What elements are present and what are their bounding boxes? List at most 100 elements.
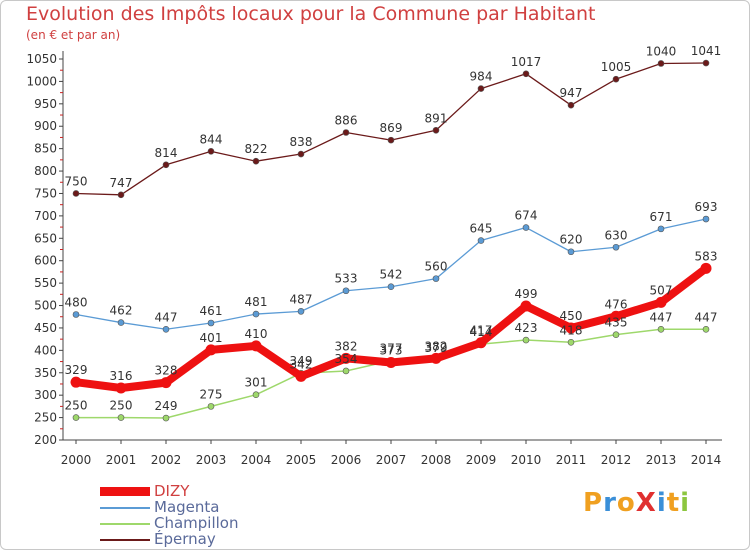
data-point [117,191,125,199]
brand-letter: P [583,488,604,518]
data-label: 329 [65,363,88,377]
data-label: 869 [380,121,403,135]
data-point [702,59,710,67]
chart-subtitle: (en € et par an) [26,28,121,42]
data-point [385,356,397,368]
data-point [612,75,620,83]
data-label: 984 [470,70,493,84]
data-point [252,310,260,318]
data-labels: 750 747 814 844 822 838 886 869 891 984 1017 947 100… [65,44,722,413]
series-layer [70,59,712,422]
x-tick-label: 2013 [646,453,677,467]
data-label: 301 [245,376,268,390]
data-point [162,325,170,333]
y-tick-label: 400 [34,343,57,357]
data-point [160,377,172,389]
data-point [295,370,307,382]
brand-letter: i [680,488,691,518]
data-label: 423 [515,321,538,335]
data-point [207,319,215,327]
data-label: 838 [290,135,313,149]
data-point [162,161,170,169]
data-label: 414 [470,325,493,339]
brand-letter: i [656,488,667,518]
data-label: 1040 [646,44,677,58]
data-point [567,101,575,109]
data-point [162,414,170,422]
data-point [700,262,712,274]
data-point [115,382,127,394]
y-tick-label: 650 [34,231,57,245]
data-label: 1005 [601,60,632,74]
data-label: 507 [650,283,673,297]
y-tick-label: 900 [34,119,57,133]
data-point [565,322,577,334]
data-label: 249 [155,399,178,413]
series-dizy [70,262,712,394]
data-point [387,136,395,144]
data-label: 750 [65,174,88,188]
data-point [702,215,710,223]
data-label: 377 [380,342,403,356]
x-tick-label: 2007 [376,453,407,467]
data-point [342,129,350,136]
data-label: 373 [380,343,403,357]
data-point [250,340,262,352]
chart-title: Evolution des Impôts locaux pour la Comm… [26,3,596,25]
data-point [702,325,710,333]
x-tick-label: 2010 [511,453,542,467]
y-tick-label: 550 [34,276,57,290]
data-label: 693 [695,200,718,214]
data-point [432,126,440,134]
data-label: 1041 [691,44,722,58]
x-tick-label: 2011 [556,453,587,467]
data-point [655,296,667,308]
data-point [567,338,575,346]
data-point [477,85,485,92]
data-point [72,190,80,197]
data-label: 671 [650,210,673,224]
y-tick-label: 1050 [26,52,57,66]
data-label: 476 [605,297,628,311]
data-label: 342 [290,357,313,371]
data-point [342,367,350,375]
x-tick-label: 2002 [151,453,182,467]
data-point [657,60,665,67]
data-point [475,337,487,349]
data-point [612,243,620,251]
data-label: 844 [200,132,223,146]
legend-label: Magenta [154,498,220,516]
x-tick-label: 2001 [106,453,137,467]
data-label: 435 [605,316,628,330]
data-point [72,414,80,421]
y-tick-label: 750 [34,186,57,200]
data-point [205,344,217,356]
data-point [70,376,82,388]
data-label: 250 [110,399,133,413]
data-label: 886 [335,114,358,128]
brand-letter: o [616,488,636,518]
data-point [297,150,305,158]
x-tick-label: 2014 [691,453,722,467]
y-tick-label: 850 [34,142,57,156]
data-point [430,352,442,364]
data-label: 250 [65,399,88,413]
data-label: 947 [560,86,583,100]
data-point [387,283,395,291]
y-tick-label: 800 [34,164,57,178]
y-tick-label: 300 [34,388,57,402]
data-label: 450 [560,309,583,323]
y-tick-label: 600 [34,254,57,268]
brand-letter: X [635,488,657,518]
data-point [477,237,485,244]
legend-swatch [100,507,150,509]
data-label: 533 [335,272,358,286]
data-label: 630 [605,228,628,242]
legend-label: DIZY [154,482,190,500]
data-label: 583 [695,249,718,263]
data-point [252,157,260,165]
data-point [522,70,530,78]
x-axis: 2000 2001 2002 2003 2004 2005 2006 2007 2008 2009… [61,439,722,467]
